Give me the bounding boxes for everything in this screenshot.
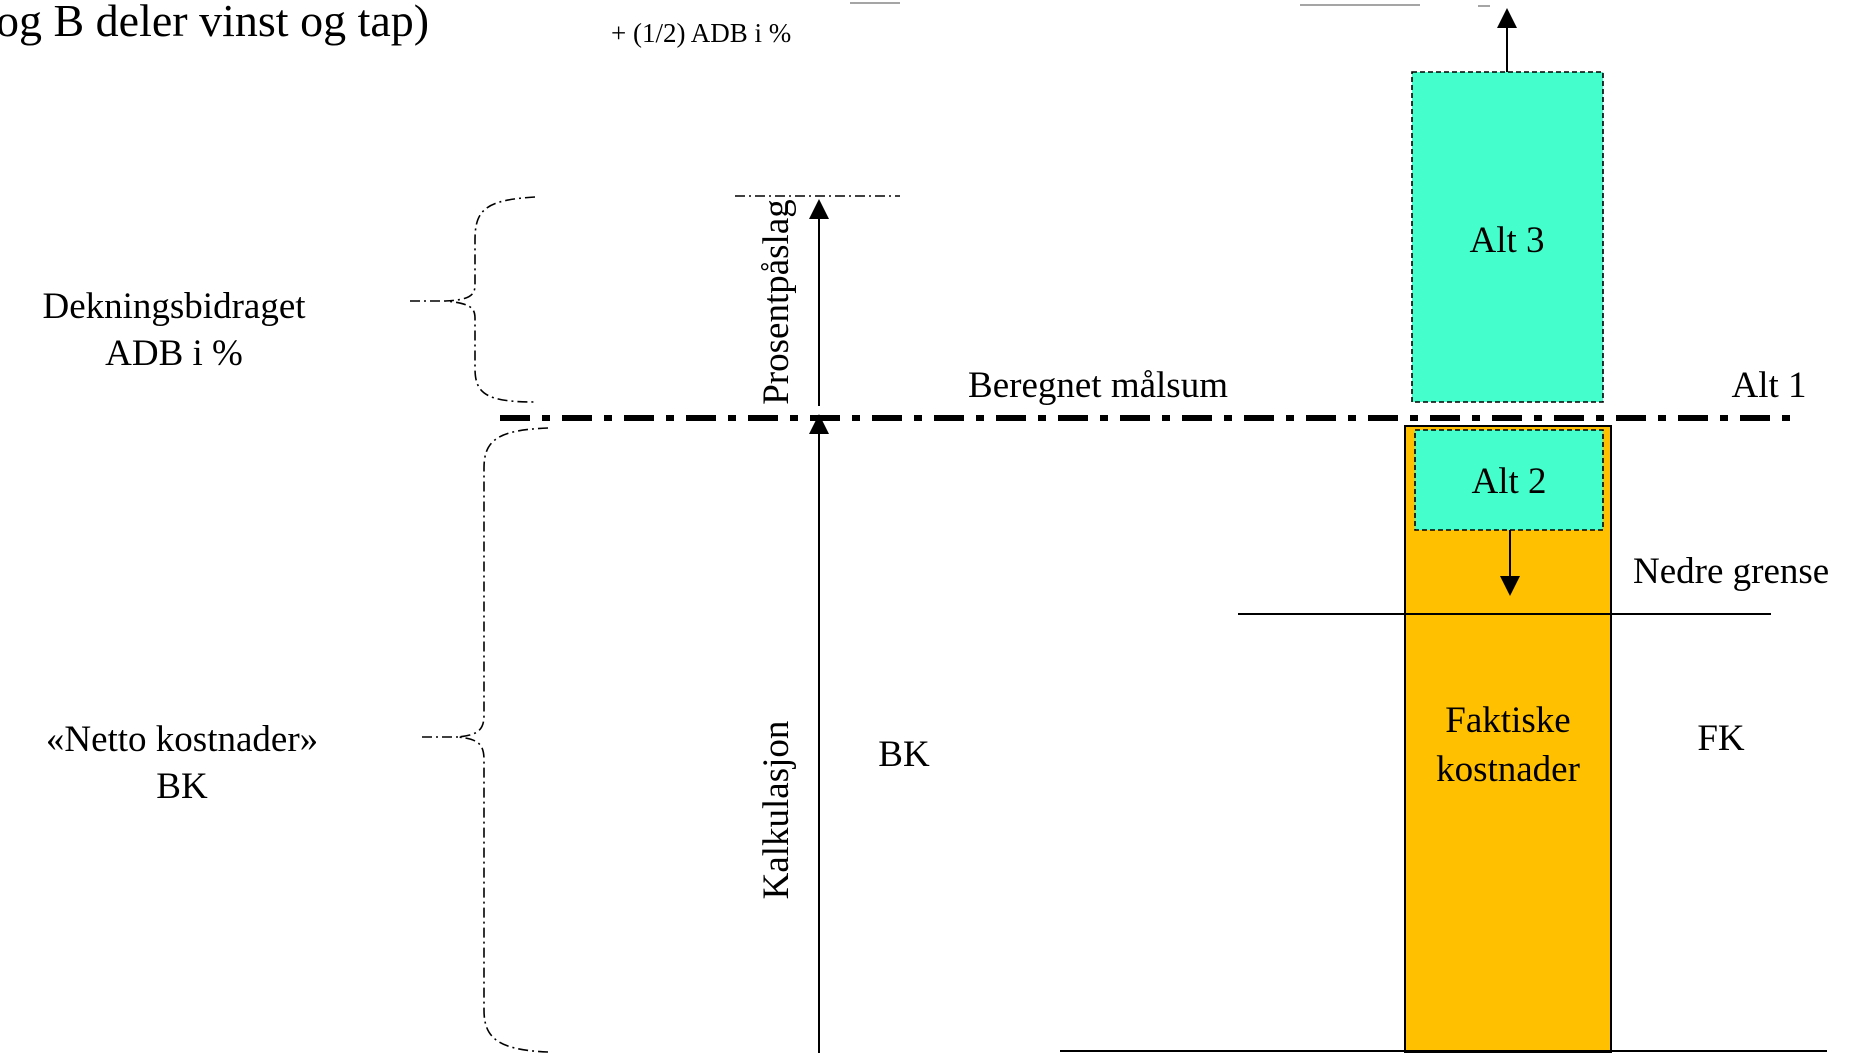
calculation-axis-label: Kalkulasjon (756, 721, 797, 900)
fk-label: FK (1697, 718, 1745, 759)
formula-text-cutoff (850, 2, 1490, 7)
formula-fragment: + (1/2) ADB i % (611, 18, 791, 48)
alt2-box (1414, 429, 1604, 531)
actual-costs-label-line2: kostnader (1436, 749, 1580, 790)
target-sum-label: Beregnet målsum (968, 365, 1228, 406)
alt2-label: Alt 2 (1471, 461, 1546, 502)
net-costs-brace (457, 427, 549, 1053)
alt3-label: Alt 3 (1469, 220, 1544, 261)
alt3-box (1411, 71, 1604, 403)
net-costs-label-line2: BK (156, 766, 208, 807)
actual-costs-label-line1: Faktiske (1445, 700, 1570, 741)
bk-axis-label: BK (878, 734, 930, 775)
contribution-label-line2: ADB i % (105, 333, 243, 374)
contribution-brace (444, 196, 536, 403)
lower-limit-label: Nedre grense (1633, 551, 1829, 592)
header-title-fragment: og B deler vinst og tap) (0, 0, 429, 46)
alt1-label: Alt 1 (1731, 365, 1806, 406)
net-costs-label-line1: «Netto kostnader» (46, 719, 318, 760)
markup-axis-label: Prosentpåslag (756, 199, 797, 405)
contribution-label-line1: Dekningsbidraget (42, 286, 306, 327)
